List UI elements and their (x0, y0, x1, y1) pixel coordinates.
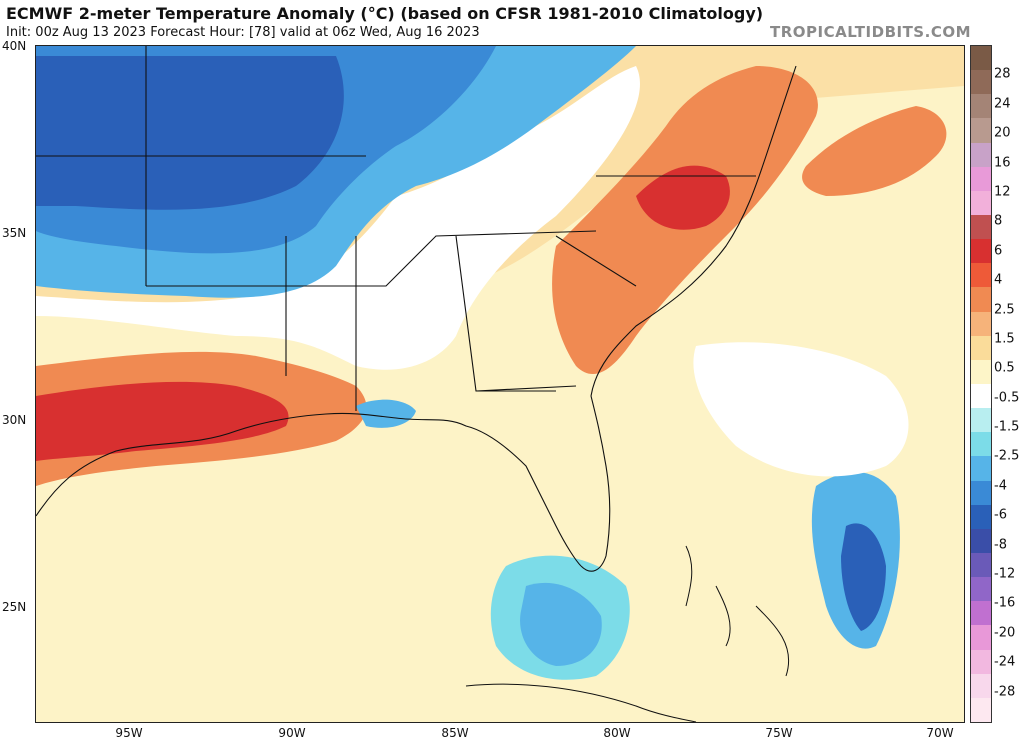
colorbar-swatch (971, 384, 991, 409)
colorbar (970, 45, 992, 723)
colorbar-swatch (971, 311, 991, 337)
colorbar-tick-label: -24 (994, 654, 1016, 670)
site-brand: TROPICALTIDBITS.COM (770, 23, 971, 41)
lon-label-75w: 75W (765, 726, 793, 740)
chart-title: ECMWF 2-meter Temperature Anomaly (°C) (… (6, 4, 764, 23)
colorbar-tick-label: -4 (994, 478, 1007, 494)
colorbar-tick-label: 12 (994, 184, 1011, 200)
coastline-gulf (36, 412, 582, 567)
colorbar-swatch (971, 287, 991, 313)
lat-label-40n: 40N (2, 39, 27, 53)
colorbar-swatch (971, 625, 991, 651)
colorbar-tick-label: -2.5 (994, 448, 1020, 464)
neutral-zone (36, 66, 640, 370)
colorbar-swatch (971, 408, 991, 433)
state-border-3 (146, 230, 597, 287)
colorbar-tick-label: 28 (994, 66, 1011, 82)
colorbar-swatch (971, 118, 991, 144)
colorbar-swatch (971, 601, 991, 626)
neutral-zone-caribbean (726, 681, 896, 722)
lon-label-70w: 70W (926, 726, 954, 740)
colorbar-swatch (971, 577, 991, 602)
run-info: Init: 00z Aug 13 2023 Forecast Hour: [78… (6, 25, 480, 40)
colorbar-tick-label: 8 (994, 213, 1003, 229)
colorbar-swatch (971, 504, 991, 530)
boundary-lines (36, 46, 797, 572)
colorbar-tick-label: -12 (994, 566, 1016, 582)
coastline-atlantic (590, 65, 797, 397)
colorbar-tick-label: -28 (994, 684, 1016, 700)
lat-label-30n: 30N (2, 413, 27, 427)
island-outlines (465, 545, 790, 722)
colorbar-tick-label: -6 (994, 507, 1007, 523)
anomaly-map[interactable] (35, 45, 965, 723)
bahamas-outline (685, 545, 790, 677)
lat-label-35n: 35N (2, 226, 27, 240)
colorbar-swatch (971, 215, 991, 240)
colorbar-tick-label: 4 (994, 272, 1003, 288)
cool-anomaly-gulf (356, 399, 416, 428)
cold-anomaly-deep (36, 56, 344, 210)
colorbar-swatch (971, 456, 991, 482)
colorbar-tick-label: 2.5 (994, 302, 1015, 318)
colorbar-swatch (971, 480, 991, 506)
colorbar-tick-label: 24 (994, 96, 1011, 112)
colorbar-tick-label: 20 (994, 125, 1011, 141)
map-canvas (36, 46, 964, 722)
neutral-zone-atlantic (693, 342, 909, 477)
state-border-7 (475, 385, 577, 392)
colorbar-swatch (971, 239, 991, 264)
colorbar-swatch (971, 263, 991, 288)
coastline-florida-east (580, 395, 611, 572)
colorbar-tick-label: -8 (994, 537, 1007, 553)
cold-anomaly-florida-straits (520, 582, 602, 666)
colorbar-swatch (971, 166, 991, 192)
colorbar-tick-label: 16 (994, 155, 1011, 171)
colorbar-tick-label: 1.5 (994, 331, 1015, 347)
colorbar-swatch (971, 432, 991, 457)
colorbar-swatch (971, 94, 991, 119)
colorbar-swatch (971, 335, 991, 361)
state-border-8 (555, 235, 637, 287)
colorbar-swatch (971, 142, 991, 168)
colorbar-swatch (971, 70, 991, 95)
colorbar-swatch (971, 553, 991, 578)
colorbar-swatch (971, 190, 991, 216)
colorbar-tick-label: -0.5 (994, 390, 1020, 406)
lon-label-95w: 95W (115, 726, 143, 740)
lon-label-85w: 85W (441, 726, 469, 740)
colorbar-swatch (971, 649, 991, 675)
lon-label-90w: 90W (278, 726, 306, 740)
cold-anomaly-caribbean (841, 523, 886, 631)
colorbar-swatch (971, 697, 991, 723)
colorbar-tick-label: -16 (994, 595, 1016, 611)
colorbar-swatch (971, 46, 991, 71)
colorbar-swatch (971, 528, 991, 554)
lat-label-25n: 25N (2, 600, 27, 614)
near-zero-zone (36, 86, 964, 722)
colorbar-swatch (971, 673, 991, 699)
lon-label-80w: 80W (603, 726, 631, 740)
hot-anomaly-louisiana (36, 381, 289, 461)
colorbar-tick-label: -20 (994, 625, 1016, 641)
colorbar-tick-label: 0.5 (994, 360, 1015, 376)
colorbar-tick-label: -1.5 (994, 419, 1020, 435)
warm-anomaly-offshore (802, 106, 947, 196)
colorbar-tick-label: 6 (994, 243, 1003, 259)
colorbar-swatch (971, 359, 991, 385)
hot-anomaly-carolinas (636, 165, 730, 230)
cuba-outline (465, 683, 697, 722)
